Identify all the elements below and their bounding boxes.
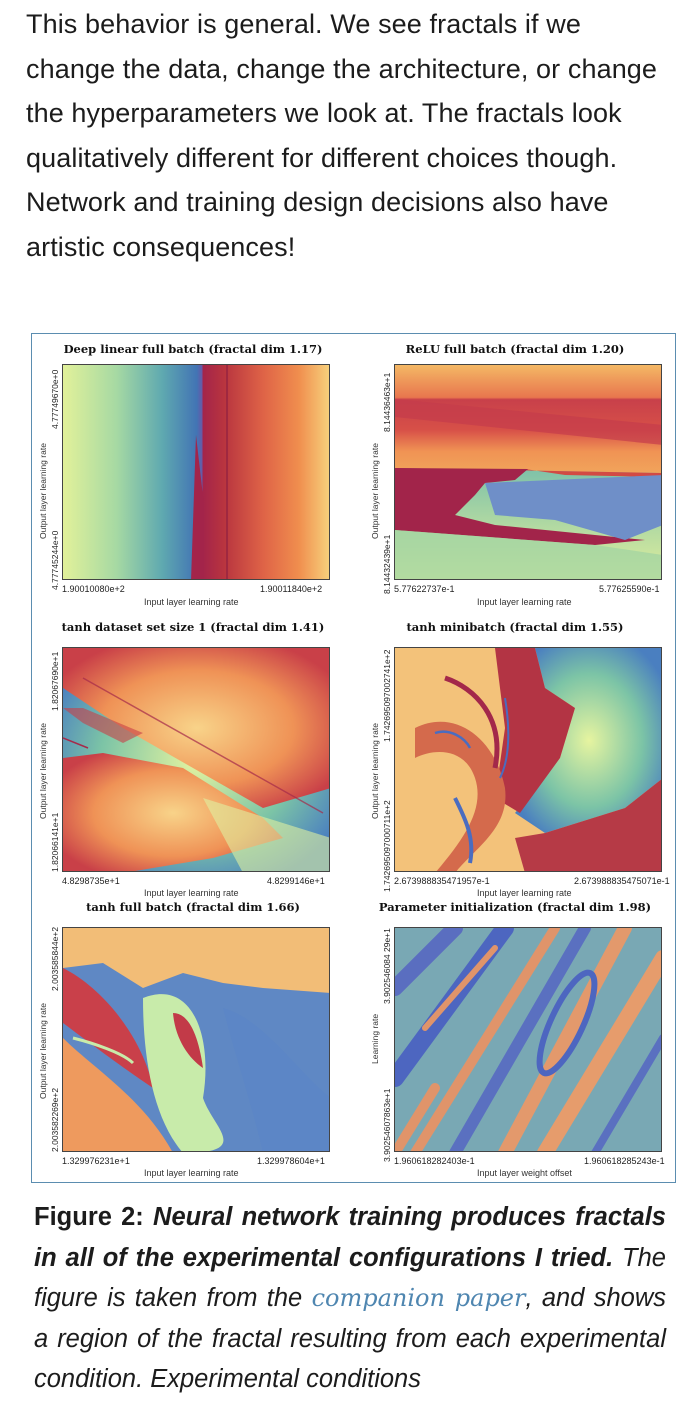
y-tick-top: 2.003585844e+2 (50, 926, 60, 991)
figure-2: Deep linear full batch (fractal dim 1.17… (31, 333, 676, 1183)
panel-parameter-initialization: Parameter initialization (fractal dim 1.… (354, 894, 676, 1178)
y-tick-top: 4.77749670e+0 (50, 369, 60, 429)
x-tick-left: 4.8298735e+1 (62, 876, 120, 886)
y-tick-top: 1.742695097002741e+2 (382, 649, 392, 742)
panel-title: Deep linear full batch (fractal dim 1.17… (63, 342, 323, 356)
y-axis-label: Output layer learning rate (38, 443, 48, 539)
caption-label: Figure 2: (34, 1203, 144, 1231)
figure-caption: Figure 2: Neural network training produc… (34, 1197, 666, 1400)
y-tick-top: 8.14436463e+1 (382, 372, 392, 432)
fractal-image (394, 364, 662, 580)
caption-text: The figure is taken from the (34, 1243, 666, 1313)
x-tick-right: 1.90011840e+2 (260, 584, 323, 594)
x-tick-left: 1.329976231e+1 (62, 1156, 130, 1166)
x-axis-label: Input layer learning rate (477, 597, 572, 607)
panel-tanh-minibatch: tanh minibatch (fractal dim 1.55) Output… (354, 614, 676, 898)
y-axis-label: Output layer learning rate (370, 443, 380, 539)
fractal-image (394, 927, 662, 1152)
x-tick-left: 5.77622737e-1 (394, 584, 455, 594)
panel-title: ReLU full batch (fractal dim 1.20) (405, 342, 625, 356)
x-axis-label: Input layer learning rate (144, 888, 239, 898)
fractal-image (62, 647, 330, 872)
caption-text-continued: , and shows a region of the fractal resu… (34, 1284, 666, 1393)
x-axis-label: Input layer learning rate (477, 888, 572, 898)
y-axis-label: Learning rate (370, 1013, 380, 1064)
panel-title: tanh full batch (fractal dim 1.66) (86, 900, 300, 914)
x-tick-right: 1.329978604e+1 (257, 1156, 325, 1166)
x-axis-label: Input layer weight offset (477, 1168, 572, 1178)
fractal-image (62, 927, 330, 1152)
y-tick-bottom: 2.003582269e+2 (50, 1087, 60, 1152)
panel-tanh-full-batch: tanh full batch (fractal dim 1.66) Outpu… (32, 894, 354, 1178)
x-tick-left: 1.90010080e+2 (62, 584, 125, 594)
y-axis-label: Output layer learning rate (38, 1003, 48, 1099)
y-tick-bottom: 4.77745244e+0 (50, 530, 60, 590)
y-tick-bottom: 1.82066141e+1 (50, 812, 60, 872)
x-tick-right: 1.960618285243e-1 (584, 1156, 665, 1166)
panel-title: tanh minibatch (fractal dim 1.55) (406, 620, 624, 634)
intro-paragraph: This behavior is general. We see fractal… (26, 2, 666, 269)
intro-text: This behavior is general. We see fractal… (26, 9, 658, 262)
x-tick-right: 5.77625590e-1 (599, 584, 660, 594)
y-tick-top: 3.902546084 29e+1 (382, 928, 392, 1004)
x-tick-left: 1.960618282403e-1 (394, 1156, 475, 1166)
panel-title: tanh dataset set size 1 (fractal dim 1.4… (61, 620, 325, 634)
panel-tanh-dataset-size-1: tanh dataset set size 1 (fractal dim 1.4… (32, 614, 354, 898)
panel-title: Parameter initialization (fractal dim 1.… (378, 900, 652, 914)
panel-relu: ReLU full batch (fractal dim 1.20) Outpu… (354, 334, 676, 614)
y-tick-bottom: 1.742695097000711e+2 (382, 800, 392, 892)
y-tick-top: 1.82067690e+1 (50, 651, 60, 711)
fractal-image (394, 647, 662, 872)
y-tick-bottom: 8.14432439e+1 (382, 534, 392, 594)
caption-headline: Neural network training produces fractal… (34, 1203, 666, 1272)
companion-paper-link[interactable]: companion paper (311, 1284, 526, 1312)
panel-deep-linear: Deep linear full batch (fractal dim 1.17… (32, 334, 354, 614)
x-tick-right: 4.8299146e+1 (267, 876, 325, 886)
y-axis-label: Output layer learning rate (38, 723, 48, 819)
x-tick-left: 2.673988835471957e-1 (394, 876, 490, 886)
x-axis-label: Input layer learning rate (144, 597, 239, 607)
x-tick-right: 2.673988835475071e-1 (574, 876, 670, 886)
x-axis-label: Input layer learning rate (144, 1168, 239, 1178)
y-axis-label: Output layer learning rate (370, 723, 380, 819)
y-tick-bottom: 3.90254607863e+1 (382, 1088, 392, 1162)
fractal-image (62, 364, 330, 580)
